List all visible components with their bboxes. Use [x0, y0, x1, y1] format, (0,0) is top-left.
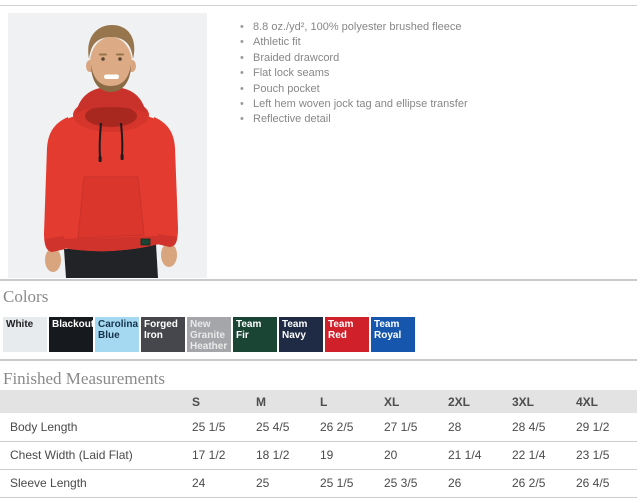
row-label: Sleeve Length	[0, 469, 182, 498]
size-column-header-2xl: 2XL	[438, 390, 502, 413]
measurement-value: 17 1/2	[182, 441, 246, 470]
swatch-label: New Granite Heather	[190, 319, 228, 352]
swatch-label: Team Navy	[282, 319, 308, 341]
table-row-chest-width: Chest Width (Laid Flat) 17 1/2 18 1/2 19…	[0, 441, 637, 470]
feature-item: • Reflective detail	[240, 112, 468, 127]
measurement-value: 19	[310, 441, 374, 470]
size-header-row: S M L XL 2XL 3XL 4XL	[0, 390, 637, 413]
feature-item: • 8.8 oz./yd², 100% polyester brushed fle…	[240, 20, 468, 35]
top-divider	[0, 5, 637, 6]
product-image	[8, 13, 207, 278]
table-row-body-length: Body Length 25 1/5 25 4/5 26 2/5 27 1/5 …	[0, 413, 637, 442]
measurement-value: 26 4/5	[566, 469, 637, 498]
swatch-label: Blackout	[52, 319, 93, 330]
color-swatch-new-granite-heather[interactable]: New Granite Heather	[187, 317, 231, 352]
feature-item: • Left hem woven jock tag and ellipse tra…	[240, 97, 468, 112]
swatch-label: Team Fir	[236, 319, 262, 341]
measurement-value: 26 2/5	[310, 413, 374, 442]
bullet-icon: •	[240, 36, 244, 49]
swatch-label: White	[6, 319, 34, 330]
measurement-value: 29 1/2	[566, 413, 637, 442]
swatch-label: Carolina Blue	[98, 319, 139, 341]
size-column-header-4xl: 4XL	[566, 390, 637, 413]
measurement-value: 27 1/5	[374, 413, 438, 442]
row-label: Body Length	[0, 413, 182, 442]
measurements-heading: Finished Measurements	[3, 369, 165, 388]
feature-list: • 8.8 oz./yd², 100% polyester brushed fle…	[240, 20, 468, 128]
color-swatch-white[interactable]: White	[3, 317, 47, 352]
color-swatch-row: White Blackout Carolina Blue Forged Iron…	[3, 317, 637, 352]
measurement-value: 28 4/5	[502, 413, 566, 442]
measurement-value: 21 1/4	[438, 441, 502, 470]
measurement-value: 20	[374, 441, 438, 470]
measurement-value: 25 4/5	[246, 413, 310, 442]
size-column-header-xl: XL	[374, 390, 438, 413]
feature-item: • Braided drawcord	[240, 51, 468, 66]
measurement-value: 23 1/5	[566, 441, 637, 470]
colors-section-divider	[0, 279, 637, 281]
color-swatch-team-red[interactable]: Team Red	[325, 317, 369, 352]
size-column-header-3xl: 3XL	[502, 390, 566, 413]
measurements-table: S M L XL 2XL 3XL 4XL Body Length 25 1/5 …	[0, 390, 637, 498]
row-label: Chest Width (Laid Flat)	[0, 441, 182, 470]
color-swatch-team-navy[interactable]: Team Navy	[279, 317, 323, 352]
bullet-icon: •	[240, 51, 244, 64]
measurement-value: 25 1/5	[310, 469, 374, 498]
table-row-sleeve-length: Sleeve Length 24 25 25 1/5 25 3/5 26 26 …	[0, 469, 637, 498]
size-column-header-s: S	[182, 390, 246, 413]
measurement-value: 22 1/4	[502, 441, 566, 470]
measurement-value: 25 1/5	[182, 413, 246, 442]
bullet-icon: •	[240, 113, 244, 126]
colors-heading: Colors	[3, 287, 49, 306]
feature-item: • Athletic fit	[240, 35, 468, 50]
color-swatch-blackout[interactable]: Blackout	[49, 317, 93, 352]
measurements-section-divider	[0, 359, 637, 361]
color-swatch-forged-iron[interactable]: Forged Iron	[141, 317, 185, 352]
measurement-value: 26	[438, 469, 502, 498]
size-column-header-m: M	[246, 390, 310, 413]
measurement-value: 25	[246, 469, 310, 498]
swatch-label: Forged Iron	[144, 319, 178, 341]
feature-item: • Pouch pocket	[240, 82, 468, 97]
bullet-icon: •	[240, 67, 244, 80]
bullet-icon: •	[240, 82, 244, 95]
color-swatch-team-fir[interactable]: Team Fir	[233, 317, 277, 352]
size-column-header-l: L	[310, 390, 374, 413]
bullet-icon: •	[240, 21, 244, 33]
measurement-value: 18 1/2	[246, 441, 310, 470]
color-swatch-carolina-blue[interactable]: Carolina Blue	[95, 317, 139, 352]
swatch-label: Team Royal	[374, 319, 402, 341]
bullet-icon: •	[240, 98, 244, 111]
measurement-value: 26 2/5	[502, 469, 566, 498]
size-column-header-empty	[0, 390, 182, 413]
feature-item: • Flat lock seams	[240, 66, 468, 81]
measurement-value: 25 3/5	[374, 469, 438, 498]
measurement-value: 24	[182, 469, 246, 498]
product-overview-section: • 8.8 oz./yd², 100% polyester brushed fle…	[8, 13, 637, 278]
color-swatch-team-royal[interactable]: Team Royal	[371, 317, 415, 352]
model-in-red-hoodie-illustration	[8, 13, 207, 278]
measurement-value: 28	[438, 413, 502, 442]
swatch-label: Team Red	[328, 319, 354, 341]
